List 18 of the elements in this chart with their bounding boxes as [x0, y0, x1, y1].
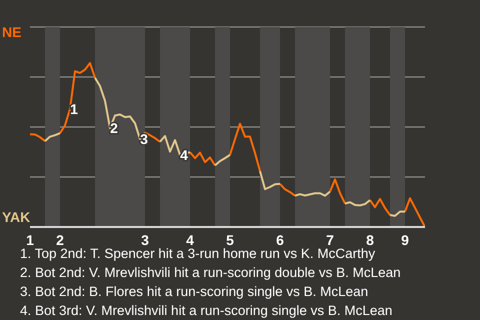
text: 3. Bot 2nd: B. Flores hit a run-scoring single vs B. McLean	[20, 283, 370, 301]
x-tick-label: 4	[186, 232, 194, 248]
x-tick-label: 9	[401, 232, 410, 248]
annotation: 3	[140, 131, 148, 148]
x-tick-label: 1	[26, 232, 34, 248]
text: YAK	[2, 209, 30, 225]
x-tick-label: 2	[56, 232, 64, 248]
x-tick-label: 7	[326, 232, 334, 248]
text: NE	[2, 24, 22, 40]
text: 1. Top 2nd: T. Spencer hit a 3-run home run vs K. McCarthy	[20, 246, 376, 263]
x-tick-label: 5	[226, 232, 234, 248]
x-tick-label: 6	[276, 232, 284, 248]
text: 2. Bot 2nd: V. Mrevlishvili hit a run-scoring double vs B. McLean	[20, 264, 401, 282]
x-tick-label: 3	[141, 232, 150, 248]
annotation: 1	[70, 100, 78, 117]
text: 4. Bot 3rd: V. Mrevlishvili hit a run-scoring single vs B. McLean	[20, 302, 394, 320]
x-tick-label: 8	[366, 232, 374, 248]
annotation: 2	[110, 120, 118, 136]
